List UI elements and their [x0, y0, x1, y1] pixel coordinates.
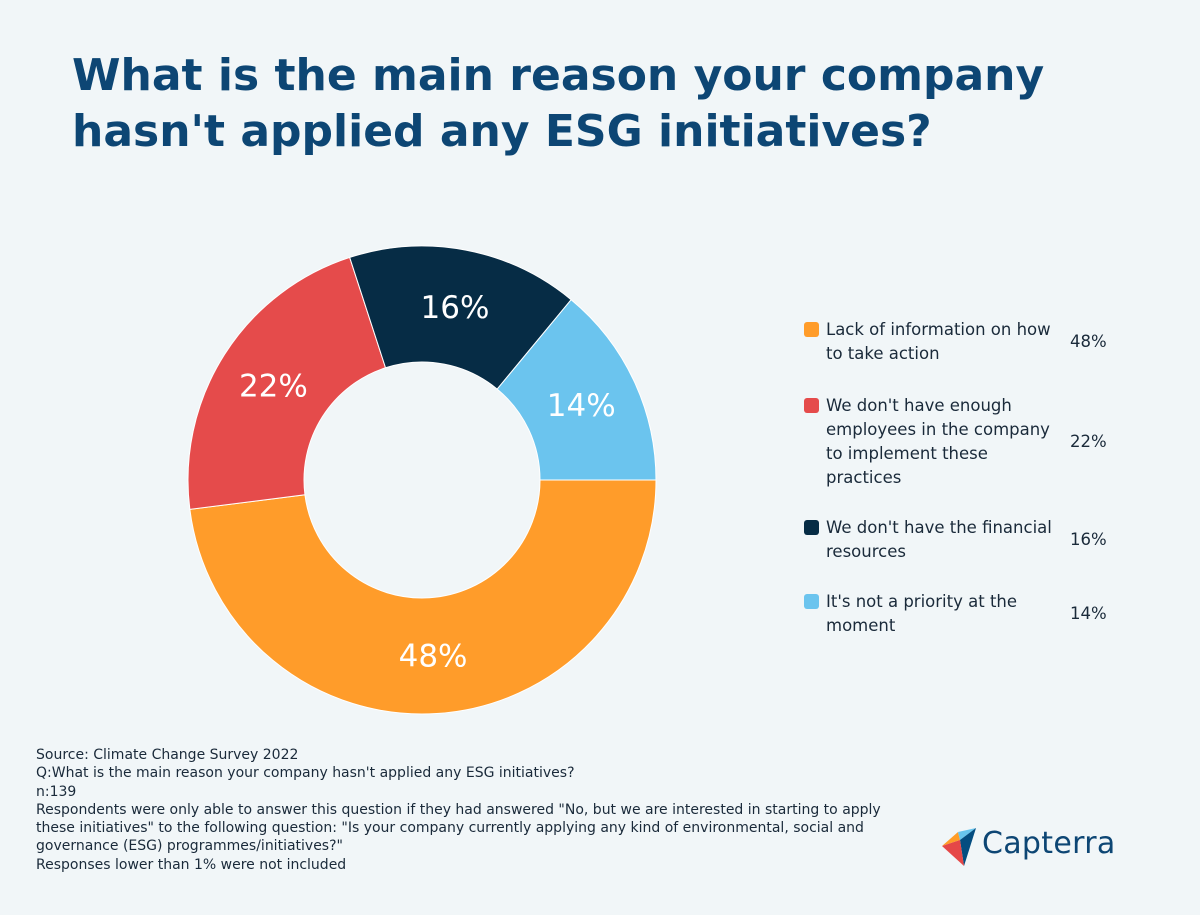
slice-value-label: 16%: [421, 290, 490, 326]
responses-note: Responses lower than 1% were not include…: [36, 856, 347, 873]
slice-value-label: 48%: [399, 639, 468, 675]
donut-slice-3: [349, 245, 572, 390]
legend-value: 16%: [1070, 530, 1107, 549]
brand-name: Capterra: [982, 826, 1116, 861]
legend-swatch: [804, 322, 819, 337]
respondents-note: Respondents were only able to answer thi…: [36, 801, 881, 855]
legend-value: 48%: [1070, 332, 1107, 351]
brand: Capterra: [940, 824, 1140, 868]
legend-swatch: [804, 520, 819, 535]
legend-swatch: [804, 398, 819, 413]
legend-label: We don't have the financial resources: [826, 518, 1052, 561]
source-note: Source: Climate Change Survey 2022: [36, 747, 299, 763]
legend-label: We don't have enough employees in the co…: [826, 396, 1050, 487]
legend-swatch: [804, 594, 819, 609]
capterra-logo-icon: [942, 828, 976, 866]
slice-value-label: 22%: [239, 369, 308, 405]
sample-size-note: n:139: [36, 783, 77, 800]
chart-title: What is the main reason your company has…: [72, 50, 1045, 157]
question-note: Q:What is the main reason your company h…: [36, 765, 575, 782]
slice-value-label: 14%: [547, 388, 616, 424]
chart-notes: Source: Climate Change Survey 2022 Q:Wha…: [36, 746, 916, 874]
legend-value: 22%: [1070, 432, 1107, 451]
donut-slice-1: [189, 479, 657, 715]
legend-label: It's not a priority at the moment: [826, 592, 1018, 635]
donut-slice-2: [187, 256, 387, 510]
donut-slice-4: [496, 298, 657, 481]
legend-value: 14%: [1070, 604, 1107, 623]
legend-label: Lack of information on how to take actio…: [826, 320, 1051, 363]
